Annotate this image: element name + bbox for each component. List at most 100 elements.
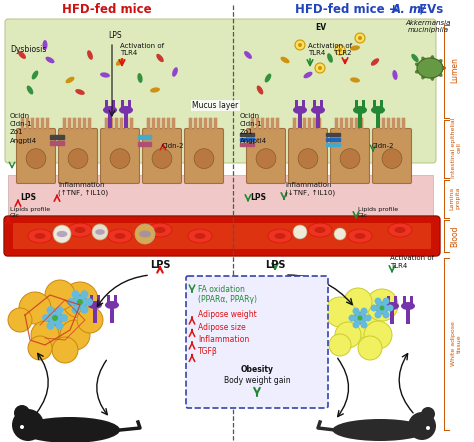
Text: Lipids profile
Glc: Lipids profile Glc — [10, 207, 50, 218]
Circle shape — [357, 316, 363, 320]
Text: Lipids profile
Glc: Lipids profile Glc — [358, 207, 398, 218]
Bar — [124, 110, 128, 128]
Bar — [97, 295, 100, 307]
Ellipse shape — [68, 223, 92, 237]
Circle shape — [92, 224, 108, 240]
Ellipse shape — [105, 301, 119, 309]
Bar — [403, 296, 406, 308]
Text: Inflammation
(↑TNF, ↑IL10): Inflammation (↑TNF, ↑IL10) — [58, 183, 108, 197]
Text: HFD-fed mice: HFD-fed mice — [62, 3, 152, 16]
Circle shape — [315, 63, 325, 73]
Ellipse shape — [417, 58, 443, 78]
Text: LPS: LPS — [108, 31, 122, 40]
Text: LPS: LPS — [265, 260, 285, 270]
Circle shape — [298, 43, 302, 47]
Ellipse shape — [281, 57, 290, 63]
Circle shape — [20, 425, 24, 429]
Circle shape — [135, 224, 155, 244]
FancyBboxPatch shape — [214, 118, 217, 130]
Circle shape — [45, 280, 75, 310]
FancyBboxPatch shape — [293, 118, 296, 130]
FancyBboxPatch shape — [209, 118, 212, 130]
Ellipse shape — [415, 69, 421, 73]
FancyBboxPatch shape — [21, 118, 24, 130]
Ellipse shape — [100, 72, 110, 78]
Ellipse shape — [350, 46, 360, 51]
Ellipse shape — [88, 301, 102, 309]
Circle shape — [81, 306, 89, 314]
FancyBboxPatch shape — [58, 129, 98, 183]
Circle shape — [318, 66, 322, 70]
Circle shape — [338, 48, 342, 52]
Circle shape — [353, 321, 359, 328]
Circle shape — [355, 33, 365, 43]
Text: LPS: LPS — [150, 260, 170, 270]
Ellipse shape — [18, 51, 26, 59]
Ellipse shape — [388, 223, 412, 237]
Circle shape — [55, 306, 64, 314]
Circle shape — [77, 299, 83, 305]
FancyBboxPatch shape — [318, 118, 321, 130]
Bar — [376, 110, 380, 128]
FancyBboxPatch shape — [360, 118, 363, 130]
Text: Lumen: Lumen — [450, 57, 459, 83]
Circle shape — [46, 322, 55, 330]
Circle shape — [386, 305, 393, 312]
Circle shape — [73, 295, 87, 309]
Text: LPS: LPS — [250, 193, 266, 202]
FancyBboxPatch shape — [303, 118, 306, 130]
Ellipse shape — [26, 149, 46, 168]
FancyBboxPatch shape — [308, 118, 311, 130]
FancyBboxPatch shape — [162, 118, 165, 130]
Circle shape — [60, 314, 68, 322]
FancyBboxPatch shape — [63, 118, 66, 130]
Ellipse shape — [155, 227, 165, 233]
Circle shape — [335, 45, 345, 55]
Text: Activation of
TLR4    TLR2: Activation of TLR4 TLR2 — [308, 42, 352, 56]
Ellipse shape — [411, 54, 419, 62]
Text: Inflammation
(↓TNF, ↑IL10): Inflammation (↓TNF, ↑IL10) — [285, 183, 335, 197]
Bar — [390, 306, 394, 324]
Ellipse shape — [415, 62, 421, 67]
Bar — [387, 296, 390, 308]
Ellipse shape — [108, 229, 132, 243]
FancyBboxPatch shape — [68, 118, 71, 130]
Circle shape — [329, 334, 351, 356]
Ellipse shape — [172, 67, 178, 77]
Ellipse shape — [303, 72, 312, 78]
Ellipse shape — [315, 227, 326, 233]
Circle shape — [361, 308, 367, 315]
Text: Dysbiosis: Dysbiosis — [10, 45, 46, 54]
FancyBboxPatch shape — [189, 118, 192, 130]
FancyBboxPatch shape — [36, 118, 39, 130]
Bar — [240, 143, 254, 146]
Ellipse shape — [311, 106, 325, 114]
Bar — [295, 100, 298, 112]
Bar — [373, 100, 376, 112]
Ellipse shape — [371, 106, 385, 114]
Text: Activation of
TLR4: Activation of TLR4 — [390, 255, 434, 269]
FancyBboxPatch shape — [146, 118, 150, 130]
Circle shape — [371, 305, 377, 312]
Ellipse shape — [35, 233, 46, 239]
FancyBboxPatch shape — [41, 118, 44, 130]
Ellipse shape — [353, 106, 367, 114]
Circle shape — [293, 225, 307, 239]
FancyBboxPatch shape — [100, 129, 139, 183]
Ellipse shape — [115, 233, 126, 239]
Bar — [107, 295, 110, 307]
Bar — [320, 100, 323, 112]
FancyBboxPatch shape — [157, 118, 160, 130]
Ellipse shape — [95, 229, 105, 235]
FancyBboxPatch shape — [130, 118, 133, 130]
Ellipse shape — [257, 85, 264, 95]
Ellipse shape — [75, 89, 85, 95]
Circle shape — [14, 405, 30, 421]
Ellipse shape — [348, 229, 372, 243]
Circle shape — [361, 321, 367, 328]
Text: Cldn-2: Cldn-2 — [162, 143, 184, 149]
Ellipse shape — [68, 149, 88, 168]
Ellipse shape — [244, 51, 252, 59]
FancyBboxPatch shape — [251, 118, 254, 130]
Circle shape — [12, 409, 44, 441]
